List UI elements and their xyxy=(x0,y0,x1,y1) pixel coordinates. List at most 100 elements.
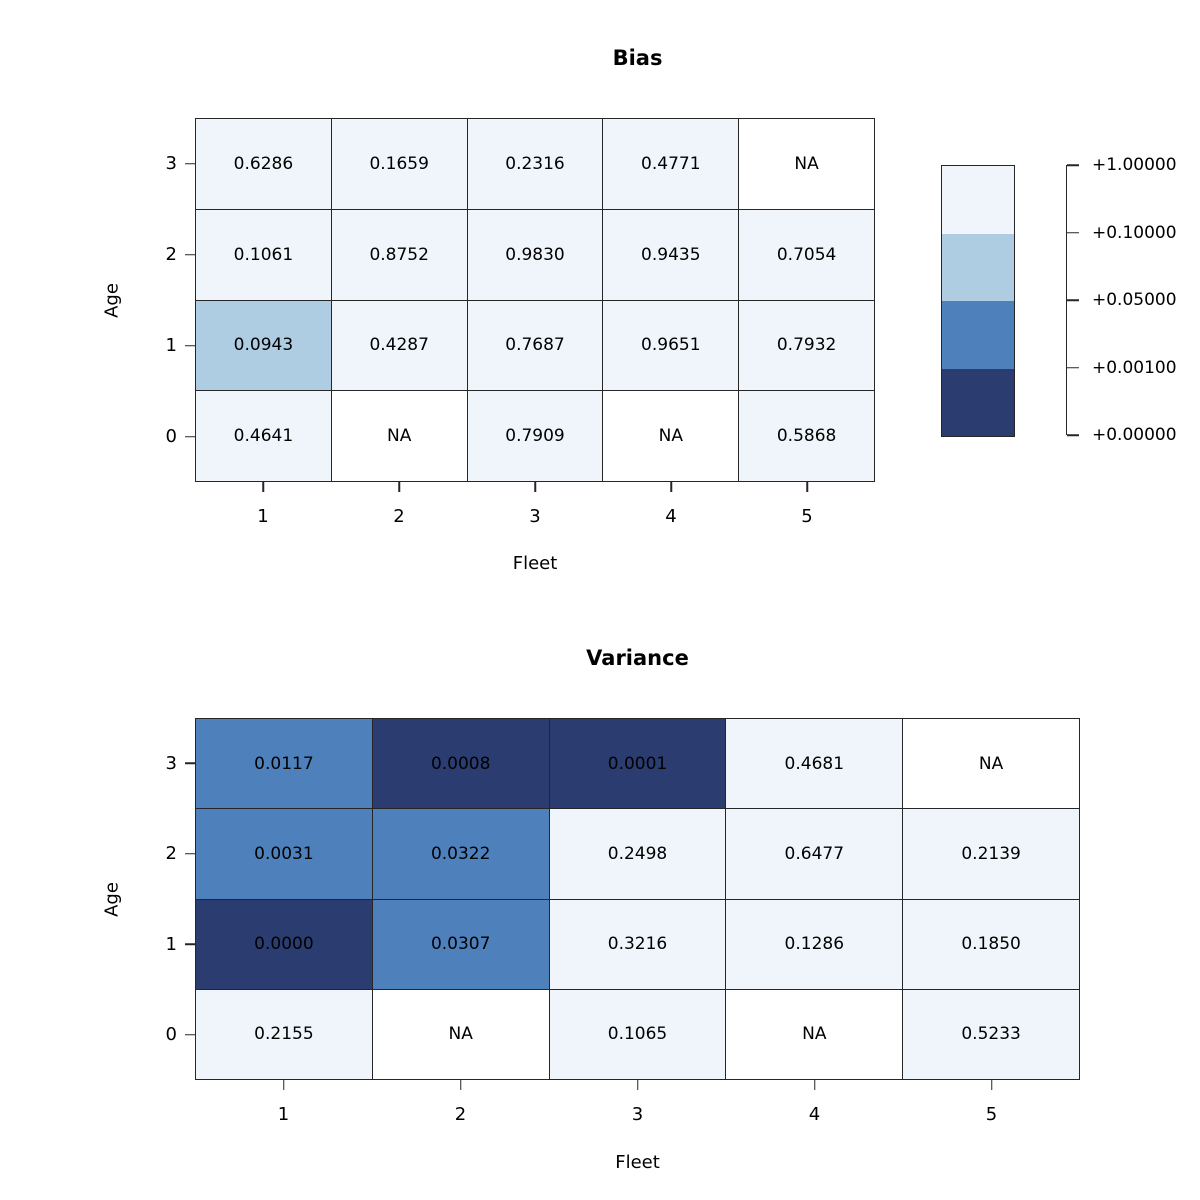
heatmap-cell: 0.1286 xyxy=(726,899,903,989)
variance-heatmap-grid: 0.0117 0.0008 0.0001 0.4681 NA 0.0031 0.0322 0.… xyxy=(195,718,1080,1080)
y-tick-mark xyxy=(185,762,195,764)
heatmap-cell: NA xyxy=(603,391,739,481)
bias-y-axis-label: Age xyxy=(101,283,123,318)
heatmap-cell: 0.0000 xyxy=(196,899,372,989)
variance-y-axis-label: Age xyxy=(101,882,123,917)
heatmap-cell: 0.0943 xyxy=(196,300,331,391)
heatmap-cell: 0.1065 xyxy=(549,989,726,1079)
heatmap-cell: 0.7932 xyxy=(739,300,874,391)
heatmap-cell: NA xyxy=(903,719,1079,809)
variance-y-axis-ticks: 3 2 1 0 xyxy=(137,718,177,1080)
heatmap-cell: 0.8752 xyxy=(331,209,467,300)
y-tick-mark xyxy=(185,853,195,855)
variance-heatmap-plot: 0.0117 0.0008 0.0001 0.4681 NA 0.0031 0.0322 0.… xyxy=(166,718,1080,1125)
y-tick-label: 2 xyxy=(165,244,177,265)
heatmap-cell: 0.1061 xyxy=(196,209,331,300)
heatmap-cell: 0.9651 xyxy=(603,300,739,391)
x-tick-mark xyxy=(534,482,536,492)
heatmap-cell: 0.2498 xyxy=(549,809,726,899)
x-tick-label: 2 xyxy=(393,506,405,527)
x-tick-label: 1 xyxy=(277,1104,290,1125)
x-tick-label: 3 xyxy=(529,506,541,527)
legend-color-bar xyxy=(941,165,1015,437)
legend-tick-label: +1.00000 xyxy=(1092,155,1177,175)
heatmap-cell: 0.1850 xyxy=(903,899,1079,989)
legend-color-segment xyxy=(942,233,1014,301)
x-tick-mark xyxy=(398,482,400,492)
legend-tick-label: +0.00000 xyxy=(1092,425,1177,445)
x-tick-label: 1 xyxy=(257,506,269,527)
heatmap-cell: 0.2155 xyxy=(196,989,372,1079)
bias-y-axis-ticks: 3 2 1 0 xyxy=(137,118,177,482)
legend-tick-mark xyxy=(1067,366,1079,369)
x-tick-mark xyxy=(282,1080,285,1090)
heatmap-cell: NA xyxy=(726,989,903,1079)
heatmap-cell: 0.1659 xyxy=(331,119,467,209)
y-tick-label: 1 xyxy=(165,933,177,955)
x-tick-mark xyxy=(806,482,808,492)
legend-tick-labels: +1.00000 +0.10000 +0.05000 +0.00100 +0.00000 xyxy=(1092,155,1197,445)
heatmap-cell: 0.9830 xyxy=(467,209,603,300)
heatmap-cell: 0.0307 xyxy=(372,899,549,989)
x-tick-label: 2 xyxy=(454,1104,467,1125)
bias-title: Bias xyxy=(612,46,663,70)
heatmap-cell: 0.5868 xyxy=(739,391,874,481)
heatmap-cell: 0.7687 xyxy=(467,300,603,391)
legend-tick-label: +0.05000 xyxy=(1092,290,1177,310)
heatmap-cell: 0.9435 xyxy=(603,209,739,300)
heatmap-cell: NA xyxy=(372,989,549,1079)
bias-heatmap-plot: 0.6286 0.1659 0.2316 0.4771 NA 0.1061 0.8752 0.… xyxy=(166,118,875,527)
legend-tick-label: +0.00100 xyxy=(1092,357,1177,378)
heatmap-cell: 0.0008 xyxy=(372,719,549,809)
y-tick-label: 0 xyxy=(165,1024,177,1046)
y-tick-label: 1 xyxy=(165,335,177,356)
legend-color-segment xyxy=(942,301,1014,369)
x-tick-label: 4 xyxy=(665,506,677,527)
x-tick-mark xyxy=(990,1080,993,1090)
y-tick-mark xyxy=(185,435,195,438)
heatmap-cell: NA xyxy=(739,119,874,209)
heatmap-cell: 0.2139 xyxy=(903,809,1079,899)
heatmap-cell: 0.4287 xyxy=(331,300,467,391)
variance-x-axis-label: Fleet xyxy=(615,1152,660,1173)
variance-x-axis-ticks: 1 2 3 4 5 xyxy=(195,1080,1080,1130)
heatmap-cell: NA xyxy=(331,391,467,481)
x-tick-mark xyxy=(670,482,672,492)
legend-tick-mark xyxy=(1067,434,1079,436)
heatmap-cell: 0.0322 xyxy=(372,809,549,899)
heatmap-cell: 0.4681 xyxy=(726,719,903,809)
x-tick-mark xyxy=(459,1080,462,1090)
y-tick-mark xyxy=(185,253,195,256)
legend-tick-label: +0.10000 xyxy=(1092,222,1177,243)
heatmap-cell: 0.6477 xyxy=(726,809,903,899)
heatmap-cell: 0.5233 xyxy=(903,989,1079,1079)
heatmap-cell: 0.4641 xyxy=(196,391,331,481)
legend-axis xyxy=(1066,164,1079,436)
legend-tick-mark xyxy=(1067,299,1079,301)
bias-heatmap-grid: 0.6286 0.1659 0.2316 0.4771 NA 0.1061 0.8752 0.… xyxy=(195,118,875,482)
y-tick-mark xyxy=(185,1034,195,1036)
x-tick-label: 5 xyxy=(801,506,813,527)
x-tick-label: 4 xyxy=(808,1104,821,1125)
x-tick-mark xyxy=(262,482,264,492)
y-tick-label: 2 xyxy=(165,843,177,865)
x-tick-mark xyxy=(636,1080,639,1090)
bias-x-axis-label: Fleet xyxy=(512,553,558,574)
y-tick-label: 3 xyxy=(165,153,177,174)
heatmap-cell: 0.6286 xyxy=(196,119,331,209)
heatmap-cell: 0.4771 xyxy=(603,119,739,209)
y-tick-label: 3 xyxy=(165,752,177,774)
legend-tick-mark xyxy=(1067,164,1079,166)
legend-color-segment xyxy=(942,368,1014,436)
legend-tick-mark xyxy=(1067,231,1079,234)
x-tick-label: 3 xyxy=(631,1104,644,1125)
x-tick-mark xyxy=(813,1080,816,1090)
heatmap-cell: 0.0031 xyxy=(196,809,372,899)
x-tick-label: 5 xyxy=(985,1104,998,1125)
heatmap-cell: 0.0117 xyxy=(196,719,372,809)
heatmap-cell: 0.2316 xyxy=(467,119,603,209)
y-tick-mark xyxy=(185,162,195,165)
y-tick-mark xyxy=(185,943,195,945)
y-tick-mark xyxy=(185,344,195,347)
